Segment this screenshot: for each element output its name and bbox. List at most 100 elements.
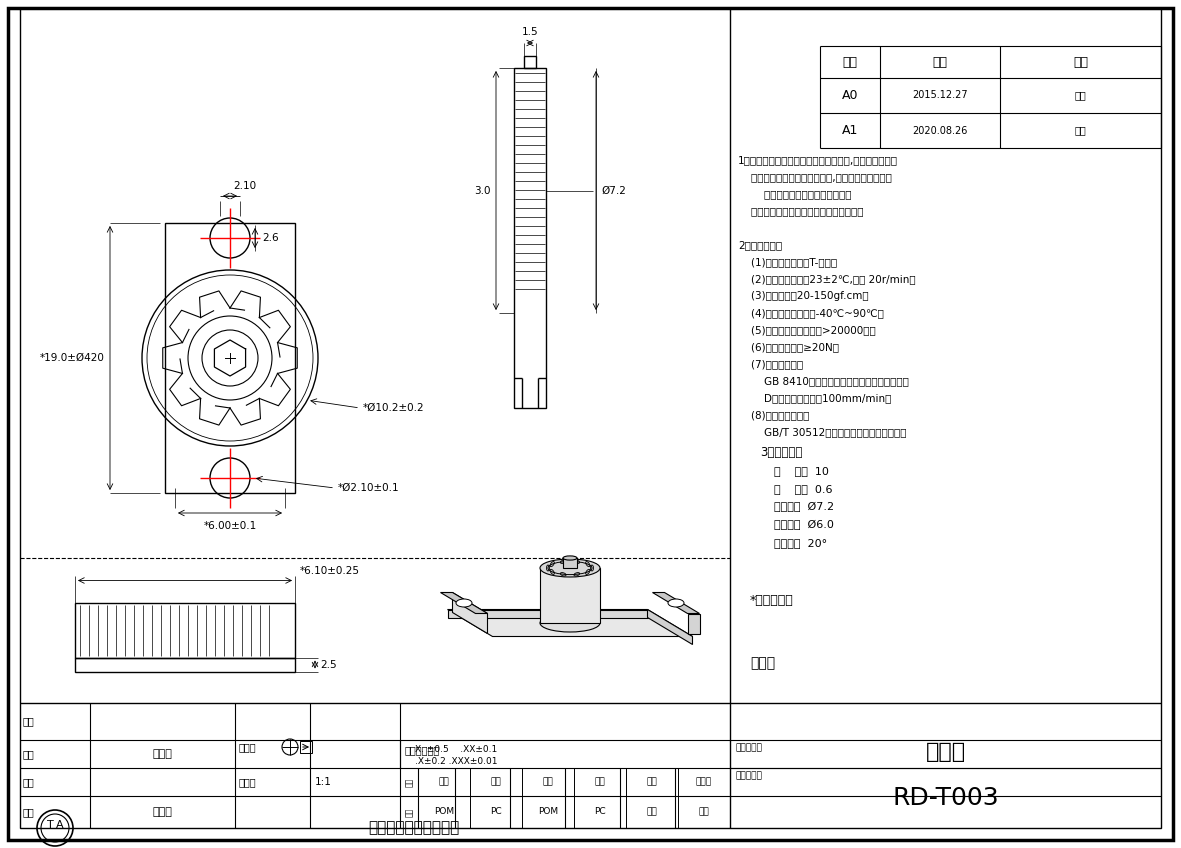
Text: 名称: 名称 xyxy=(405,778,413,787)
Text: 特澳电子科技有限公司: 特澳电子科技有限公司 xyxy=(368,821,459,835)
Ellipse shape xyxy=(586,561,590,566)
Ellipse shape xyxy=(540,614,600,632)
Text: Ø7.2: Ø7.2 xyxy=(601,186,626,196)
Polygon shape xyxy=(448,610,647,617)
Text: 1:1: 1:1 xyxy=(315,777,332,787)
Ellipse shape xyxy=(456,599,472,607)
Text: POM: POM xyxy=(537,807,559,817)
Text: 王模君: 王模君 xyxy=(152,807,172,817)
Polygon shape xyxy=(441,593,488,613)
Text: POM: POM xyxy=(433,807,454,817)
Text: 图纸编号：: 图纸编号： xyxy=(735,772,762,780)
Text: 齿顶圆：  Ø7.2: 齿顶圆： Ø7.2 xyxy=(761,502,834,512)
Text: 成品图: 成品图 xyxy=(926,742,966,762)
Text: 画法：: 画法： xyxy=(239,742,256,752)
Ellipse shape xyxy=(550,561,554,566)
Text: 设计: 设计 xyxy=(22,717,34,727)
Text: *Ø2.10±0.1: *Ø2.10±0.1 xyxy=(338,483,399,493)
Text: 图纸名称：: 图纸名称： xyxy=(735,744,762,752)
Text: 1、产品特性：产品为固定扰矩式阻尼器,扰矩不能调整。: 1、产品特性：产品为固定扰矩式阻尼器,扰矩不能调整。 xyxy=(738,155,898,165)
Text: A: A xyxy=(57,820,64,830)
Text: 速度特性：扰矩与速度呈正比,随速度增大或减小，: 速度特性：扰矩与速度呈正比,随速度增大或减小， xyxy=(738,172,892,182)
Polygon shape xyxy=(647,610,692,644)
Text: X. ±0.5    .XX±0.1: X. ±0.5 .XX±0.1 xyxy=(415,745,497,755)
Text: 3.0: 3.0 xyxy=(475,186,491,196)
Text: 硫脹: 硫脹 xyxy=(647,807,658,817)
Bar xyxy=(76,602,295,657)
Text: 2.6: 2.6 xyxy=(262,233,279,243)
Bar xyxy=(300,741,312,753)
Text: 日期: 日期 xyxy=(933,55,947,69)
Text: (1)阻尼缓冲方向：T-双向；: (1)阻尼缓冲方向：T-双向； xyxy=(738,257,837,267)
Text: 2.5: 2.5 xyxy=(320,660,337,670)
Polygon shape xyxy=(652,593,699,613)
Bar xyxy=(165,223,295,493)
Ellipse shape xyxy=(560,572,566,576)
Polygon shape xyxy=(448,610,692,637)
Text: 上盖: 上盖 xyxy=(490,778,502,786)
Text: GB 8410《汽车内饰件材料的燃烧特性标准》: GB 8410《汽车内饰件材料的燃烧特性标准》 xyxy=(738,376,909,386)
Text: 1.5: 1.5 xyxy=(522,27,539,37)
Text: 分度圆：  Ø6.0: 分度圆： Ø6.0 xyxy=(761,520,834,530)
Text: 制图: 制图 xyxy=(22,749,34,759)
Text: 硫油: 硫油 xyxy=(699,807,710,817)
Text: 轴芯: 轴芯 xyxy=(542,778,554,786)
Text: 胶圈: 胶圈 xyxy=(647,778,658,786)
Bar xyxy=(76,657,295,672)
Text: (3)扰矩范围：20-150gf.cm；: (3)扰矩范围：20-150gf.cm； xyxy=(738,291,868,301)
Text: 3、齿轮参数: 3、齿轮参数 xyxy=(761,447,802,460)
Text: 校对: 校对 xyxy=(22,777,34,787)
Ellipse shape xyxy=(547,565,549,571)
Text: *6.00±0.1: *6.00±0.1 xyxy=(203,521,256,531)
Text: (5)阻尼耐久寿命要求：>20000次；: (5)阻尼耐久寿命要求：>20000次； xyxy=(738,325,876,335)
Text: 材料: 材料 xyxy=(405,807,413,817)
Text: A0: A0 xyxy=(842,89,859,102)
Text: 模    数：  0.6: 模 数： 0.6 xyxy=(761,484,833,494)
Text: 工程：: 工程： xyxy=(750,656,775,670)
Text: T: T xyxy=(46,820,53,830)
Polygon shape xyxy=(540,568,600,623)
Text: PC: PC xyxy=(594,807,606,817)
Text: 齿轮: 齿轮 xyxy=(438,778,450,786)
Text: 寡核: 寡核 xyxy=(22,807,34,817)
Text: 2020.08.26: 2020.08.26 xyxy=(912,126,967,136)
Text: *19.0±Ø420: *19.0±Ø420 xyxy=(40,353,105,363)
Text: 新模: 新模 xyxy=(1075,91,1087,101)
Text: 温度特性：扰矩变化与环境温度呈正比。: 温度特性：扰矩变化与环境温度呈正比。 xyxy=(738,206,863,216)
Ellipse shape xyxy=(586,569,590,574)
Text: (4)静态高低温要求：-40℃~90℃；: (4)静态高低温要求：-40℃~90℃； xyxy=(738,308,883,318)
Text: 齿    数：  10: 齿 数： 10 xyxy=(761,466,829,476)
Ellipse shape xyxy=(540,559,600,577)
Text: *Ø10.2±0.2: *Ø10.2±0.2 xyxy=(363,403,425,413)
Ellipse shape xyxy=(590,565,594,571)
Ellipse shape xyxy=(550,569,554,574)
Text: RD-T003: RD-T003 xyxy=(892,786,999,810)
Text: *6.10±0.25: *6.10±0.25 xyxy=(300,566,360,576)
Text: (7)阻燃性满足：: (7)阻燃性满足： xyxy=(738,359,803,369)
Polygon shape xyxy=(687,613,699,633)
Text: (8)禁用物质满足：: (8)禁用物质满足： xyxy=(738,410,809,420)
Text: 压力角：  20°: 压力角： 20° xyxy=(761,538,827,548)
Ellipse shape xyxy=(574,572,580,576)
Polygon shape xyxy=(563,558,578,568)
Text: D等级燃烧速度小于100mm/min；: D等级燃烧速度小于100mm/min； xyxy=(738,393,892,403)
Text: (2)扰矩测试标准：23±2℃,测速 20r/min；: (2)扰矩测试标准：23±2℃,测速 20r/min； xyxy=(738,274,915,284)
Polygon shape xyxy=(452,593,488,633)
Text: A1: A1 xyxy=(842,124,859,137)
Text: 版次: 版次 xyxy=(842,55,857,69)
Ellipse shape xyxy=(574,560,580,563)
Text: 邓世艺: 邓世艺 xyxy=(152,749,172,759)
Ellipse shape xyxy=(560,560,566,563)
Text: *为管控尺寸: *为管控尺寸 xyxy=(750,594,794,606)
Text: (6)齿轮拔脱力：≥20N；: (6)齿轮拔脱力：≥20N； xyxy=(738,342,839,352)
Text: 启动时静态扰矩与标准値不同。: 启动时静态扰矩与标准値不同。 xyxy=(738,189,852,199)
Bar xyxy=(514,68,546,408)
Text: 备注: 备注 xyxy=(1074,55,1088,69)
Text: 2015.12.27: 2015.12.27 xyxy=(912,91,967,101)
Text: 下座: 下座 xyxy=(594,778,606,786)
Text: 2.10: 2.10 xyxy=(234,181,256,191)
Text: 改版: 改版 xyxy=(1075,126,1087,136)
Bar xyxy=(524,56,536,68)
Text: GB/T 30512《汽车禁用物质要求标准》；: GB/T 30512《汽车禁用物质要求标准》； xyxy=(738,427,907,437)
Ellipse shape xyxy=(563,556,578,560)
